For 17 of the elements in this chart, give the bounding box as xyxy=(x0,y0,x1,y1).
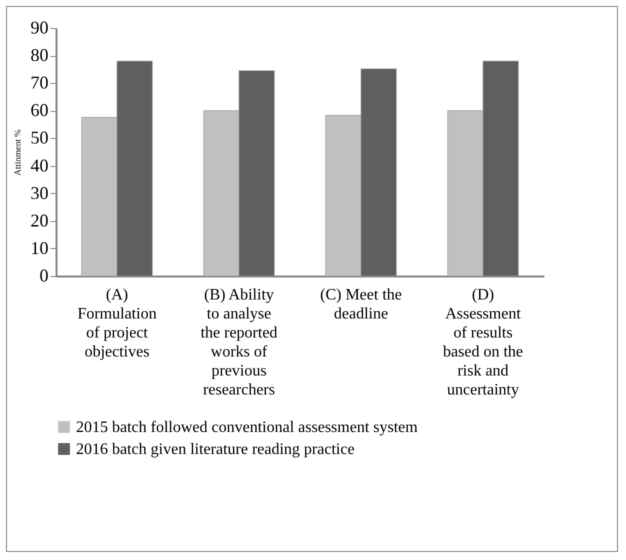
y-tick-label: 70 xyxy=(30,72,48,93)
x-tick-label: (D) Assessment of results based on the risk and uncertainty xyxy=(443,286,523,398)
y-tick-label: 30 xyxy=(30,182,48,203)
y-tick-label: 40 xyxy=(30,155,48,176)
y-tick-label: 60 xyxy=(30,100,48,120)
y-tick-label: 20 xyxy=(30,210,48,230)
y-tick-label: 50 xyxy=(30,128,48,148)
x-tick-label: (B) Ability to analyse the reported works of previous researchers xyxy=(200,286,278,398)
y-tick-label: 90 xyxy=(30,18,48,38)
legend-label: 2015 batch followed conventional assessment system xyxy=(76,419,418,436)
y-tick-label: 10 xyxy=(30,238,48,258)
x-tick-label: (A) Formulation of project objectives xyxy=(77,286,157,360)
x-tick-label: (C) Meet the deadline xyxy=(320,286,402,322)
y-tick-label: 80 xyxy=(30,45,48,66)
y-tick-label: 0 xyxy=(40,266,48,286)
y-axis-title: Attinment % xyxy=(12,128,22,176)
legend-label: 2016 batch given literature reading practice xyxy=(76,441,355,458)
